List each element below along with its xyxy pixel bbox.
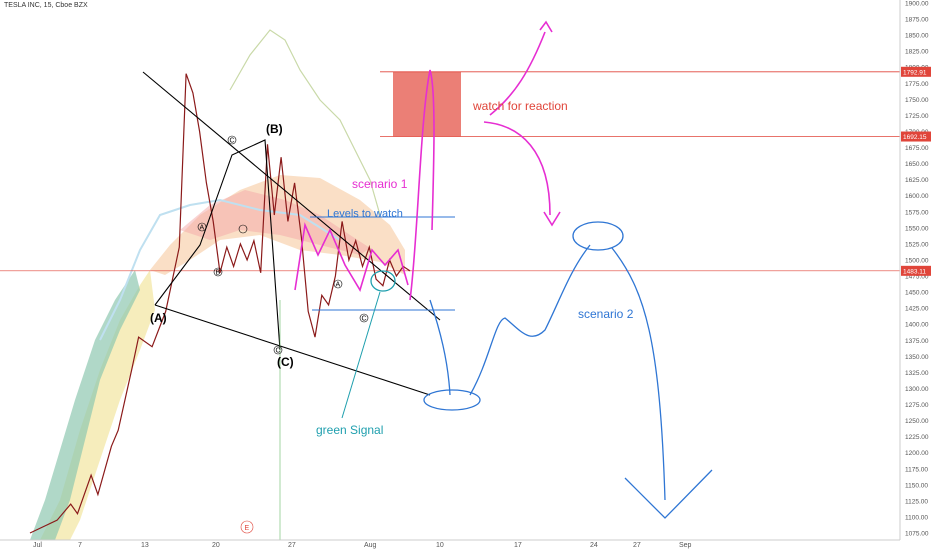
y-tick-label: 1225.00 [905,434,929,441]
circle-b-1: B [216,270,221,277]
wave-B-label: (B) [266,122,283,136]
circle-a-2: A [336,282,341,289]
y-tick-label: 1100.00 [905,514,928,521]
y-tick-label: 1850.00 [905,33,929,40]
circle-c-2: C [276,348,281,355]
circle-e: E [245,525,250,532]
y-tick-label: 1175.00 [905,466,928,473]
chart-title: TESLA INC, 15, Cboe BZX [4,2,88,9]
scenario2-path [370,221,713,519]
y-tick-label: 1475.00 [905,274,929,281]
price-label-box [901,131,931,142]
y-tick-label: 1750.00 [905,97,929,104]
y-tick-label: 1500.00 [905,257,929,264]
reaction-zone [393,71,461,137]
x-tick-label: 24 [590,542,598,549]
circle-a-1: A [200,225,205,232]
x-tick-label: 13 [141,542,149,549]
circle-c-1: C [230,138,235,145]
x-tick-label: 27 [288,542,296,549]
y-tick-label: 1900.00 [905,1,929,8]
wave-C-label: (C) [277,355,294,369]
signal-arrow [341,291,381,419]
y-tick-label: 1375.00 [905,338,929,345]
y-tick-label: 1275.00 [905,402,929,409]
x-tick-label: Jul [33,542,42,549]
scenario1-label: scenario 1 [352,177,408,191]
y-tick-label: 1775.00 [905,81,929,88]
y-tick-label: 1250.00 [905,418,929,425]
y-tick-label: 1425.00 [905,306,929,313]
x-tick-label: 17 [514,542,522,549]
price-label-box [901,66,931,77]
zone-label: watch for reaction [472,99,568,113]
price-labels: 1792.91 1692.15 1483.11 [901,66,931,276]
price-series [29,73,411,534]
y-tick-label: 1325.00 [905,370,929,377]
y-axis[interactable]: 1075.00 1100.00 1125.00 1150.00 1175.00 1200.… [899,0,929,540]
x-tick-label: 27 [633,542,641,549]
circle-c-3: C [362,316,367,323]
x-tick-label: 20 [212,542,220,549]
scenario1-path [294,20,561,301]
y-tick-label: 1675.00 [905,145,929,152]
y-tick-label: 1450.00 [905,290,929,297]
y-tick-label: 1525.00 [905,241,929,248]
y-tick-label: 1400.00 [905,322,929,329]
y-tick-label: 1350.00 [905,354,929,361]
x-tick-label: 7 [78,542,82,549]
x-axis[interactable]: Jul 7 13 20 27 Aug 10 17 24 27 Sep [0,539,900,549]
y-tick-label: 1600.00 [905,193,929,200]
y-tick-label: 1875.00 [905,17,929,24]
ichimoku-cloud [30,29,405,540]
y-tick-label: 1725.00 [905,113,929,120]
y-tick-label: 1150.00 [905,482,928,489]
y-tick-label: 1825.00 [905,49,929,56]
y-tick-label: 1625.00 [905,177,929,184]
signal-label: green Signal [316,423,383,437]
scenario2-label: scenario 2 [578,307,634,321]
y-tick-label: 1300.00 [905,386,929,393]
price-label-text: 1483.11 [903,268,926,275]
y-tick-label: 1075.00 [905,531,929,538]
wave-A-label: (A) [150,311,167,325]
price-label-text: 1792.91 [903,69,927,76]
price-label-text: 1692.15 [903,134,927,141]
wave-lines [142,71,441,396]
levels-label: Levels to watch [327,208,403,220]
x-tick-label: Sep [679,542,692,549]
y-tick-label: 1200.00 [905,450,929,457]
x-tick-label: 10 [436,542,444,549]
y-tick-label: 1125.00 [905,498,928,505]
y-tick-label: 1650.00 [905,161,929,168]
price-label-box [901,265,931,276]
y-tick-label: 1575.00 [905,209,929,216]
x-tick-label: Aug [364,542,377,549]
wave-circles: A B C C A C E [197,135,369,534]
y-tick-label: 1550.00 [905,225,929,232]
